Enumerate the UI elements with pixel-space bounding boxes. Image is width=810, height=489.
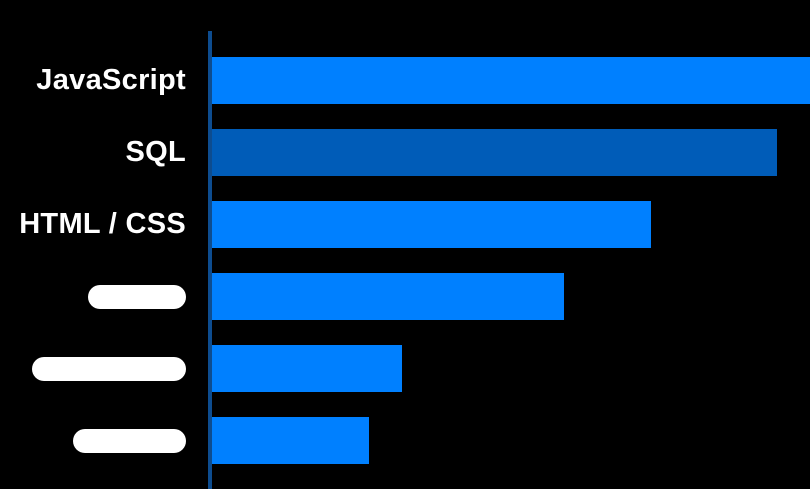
chart-row	[0, 273, 810, 320]
category-label: HTML / CSS	[19, 208, 186, 240]
bar-sql	[212, 129, 778, 176]
category-label-redacted	[0, 273, 186, 320]
category-label: SQL	[125, 136, 186, 168]
category-label-redacted	[0, 417, 186, 464]
category-label-redacted	[0, 345, 186, 392]
chart-row	[0, 345, 810, 392]
chart-row: JavaScript	[0, 57, 810, 104]
chart-row: SQL	[0, 129, 810, 176]
redacted-label-pill	[32, 356, 186, 381]
redacted-label-pill	[88, 284, 186, 309]
category-label: JavaScript	[36, 64, 186, 96]
bar-javascript	[212, 57, 810, 104]
bar-html-css	[212, 201, 651, 248]
bar-redacted-5	[212, 345, 403, 392]
bar-redacted-6	[212, 417, 370, 464]
bar-redacted-4	[212, 273, 565, 320]
chart-row: HTML / CSS	[0, 201, 810, 248]
redacted-label-pill	[73, 428, 186, 453]
chart-row	[0, 417, 810, 464]
y-axis-line	[208, 31, 212, 489]
